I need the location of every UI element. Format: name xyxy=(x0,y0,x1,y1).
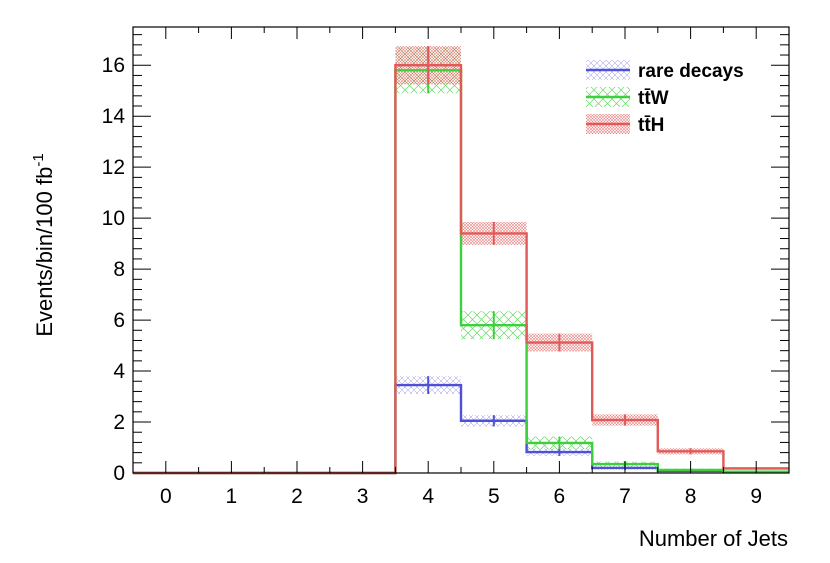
x-axis-label: Number of Jets xyxy=(639,526,788,551)
legend: rare decays tt̄W tt̄H xyxy=(586,60,744,136)
x-axis-ticks xyxy=(132,27,790,473)
x-tick-label: 7 xyxy=(619,485,631,508)
y-tick-label: 10 xyxy=(102,207,125,230)
series-step-line xyxy=(133,383,789,475)
y-tick-labels: 0 2 4 6 8 10 12 14 16 xyxy=(102,54,126,485)
x-tick-label: 5 xyxy=(488,485,500,508)
y-tick-label: 2 xyxy=(113,411,125,434)
y-axis-label-superscript: -1 xyxy=(30,153,47,166)
y-tick-label: 12 xyxy=(102,156,125,179)
y-tick-label: 4 xyxy=(113,360,125,383)
y-tick-label: 8 xyxy=(113,258,125,281)
x-tick-label: 2 xyxy=(291,485,303,508)
legend-label: rare decays xyxy=(638,61,744,82)
histogram-steps xyxy=(133,64,789,475)
x-tick-label: 1 xyxy=(226,485,238,508)
x-tick-label: 3 xyxy=(357,485,369,508)
x-tick-label: 8 xyxy=(685,485,697,508)
y-axis-ticks xyxy=(133,34,789,474)
y-tick-label: 16 xyxy=(102,54,125,77)
legend-label: tt̄W xyxy=(638,88,669,109)
y-tick-label: 6 xyxy=(113,309,125,332)
y-tick-label: 14 xyxy=(102,105,126,128)
y-tick-label: 0 xyxy=(113,462,125,485)
legend-label: tt̄H xyxy=(638,115,664,136)
x-tick-label: 9 xyxy=(750,485,762,508)
y-axis-label: Events/bin/100 fb-1 xyxy=(30,153,57,336)
x-tick-label: 6 xyxy=(554,485,566,508)
x-tick-label: 4 xyxy=(422,485,434,508)
x-tick-labels: 0 1 2 3 4 5 6 7 8 9 xyxy=(160,485,762,508)
x-tick-label: 0 xyxy=(160,485,172,508)
